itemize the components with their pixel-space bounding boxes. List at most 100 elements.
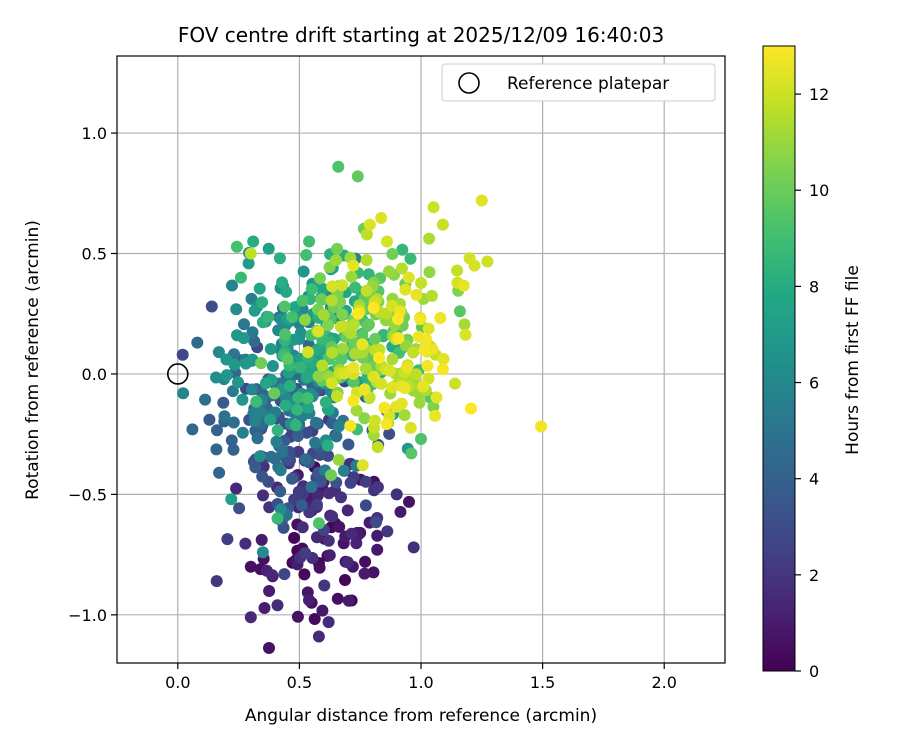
data-point [291,610,304,623]
data-point [347,394,360,407]
data-point [264,343,277,355]
data-point [255,533,268,546]
data-point [254,406,267,419]
data-point [371,481,384,494]
data-point [360,284,373,297]
data-point [259,377,272,390]
data-point [349,347,361,360]
data-point [369,332,382,345]
data-point [232,376,244,389]
data-point [390,488,403,501]
colorbar: 0 2 4 6 8 10 12 Hours from first FF file [762,45,863,681]
data-point [211,424,223,437]
data-point [332,160,345,173]
data-point [341,504,354,517]
data-point [292,430,304,442]
data-point [322,534,335,547]
x-tick-label: 0.0 [165,673,190,692]
data-point [288,531,301,544]
data-point [336,279,349,292]
y-tick-label: −0.5 [68,485,107,504]
data-point [316,604,329,617]
data-point [311,498,323,511]
data-point [286,311,299,323]
data-point [311,489,324,502]
data-point [212,346,225,359]
x-axis-label: Angular distance from reference (arcmin) [245,706,597,726]
data-point [246,383,258,396]
data-point [465,402,477,415]
chart-title: FOV centre drift starting at 2025/12/09 … [178,23,664,47]
colorbar-label: Hours from first FF file [843,265,863,455]
data-point [332,420,345,433]
data-point [352,307,365,320]
data-point [314,272,326,285]
data-point [312,630,325,643]
data-point [401,361,413,374]
data-point [359,499,372,512]
data-point [236,426,249,439]
data-point [430,391,443,404]
data-point [296,521,309,534]
y-tick-label: 1.0 [82,124,107,143]
data-point [405,447,418,460]
data-point [323,549,336,562]
data-point [299,313,311,326]
x-tick-label: 1.5 [530,673,555,692]
x-tick-label: 0.5 [287,673,312,692]
data-point [371,441,384,454]
data-point [303,235,316,248]
x-axis-ticks: 0.0 0.5 1.0 1.5 2.0 [165,663,677,692]
data-point [279,399,292,412]
data-point [427,400,440,413]
data-point [404,421,417,434]
data-point [266,569,279,582]
data-point [468,259,481,272]
data-point [279,328,292,341]
data-point [415,433,427,445]
data-point [220,369,233,382]
data-point [242,257,255,270]
data-point [315,293,328,306]
data-point [308,613,321,625]
data-point [271,424,284,437]
data-point [429,409,441,422]
data-point [371,543,384,556]
data-point [253,450,266,463]
data-point [289,419,302,432]
data-points [176,160,548,654]
data-point [299,547,312,560]
data-point [271,512,284,525]
data-point [246,326,259,339]
data-point [237,332,250,345]
data-point [345,270,358,283]
data-point [335,491,347,504]
data-point [398,382,411,394]
data-point [336,308,349,321]
data-point [239,537,252,550]
data-point [413,396,426,409]
data-point [286,472,298,485]
data-point [386,353,399,366]
data-point [338,367,351,380]
data-point [334,320,347,333]
data-point [253,282,266,295]
data-point [358,412,371,425]
x-tick-label: 1.0 [408,673,433,692]
data-point [221,533,234,546]
data-point [227,416,240,429]
data-point [176,348,189,361]
colorbar-tick-label: 10 [809,181,829,200]
y-tick-label: 0.0 [82,365,107,384]
data-point [371,529,384,542]
data-point [434,312,447,324]
data-point [407,346,420,359]
data-point [342,438,355,451]
data-point [226,385,239,398]
colorbar-tick-label: 6 [809,374,819,393]
data-point [273,252,286,265]
data-point [359,475,372,488]
data-point [276,445,289,458]
data-point [351,170,364,183]
data-point [392,332,405,345]
